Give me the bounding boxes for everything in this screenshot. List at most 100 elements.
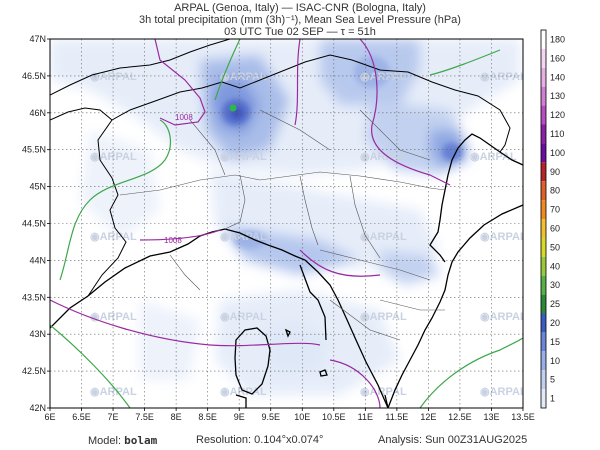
- watermark-text: ◉ARPAL: [480, 71, 527, 83]
- map-axes: 6E 6.5E 7E 7.5E 8E 8.5E 9E 9.5E 10E 10.5E 11E 11.5E…: [22, 34, 535, 422]
- isobar-label: 1008: [164, 236, 182, 245]
- watermark-text: ◉ARPAL: [220, 311, 267, 323]
- lat-tick-label: 45.5N: [22, 145, 46, 155]
- colorbar-label: 70: [550, 205, 560, 215]
- colorbar-swatch: [541, 219, 546, 238]
- header-line-3: 03 UTC Tue 02 SEP — τ = 51h: [224, 26, 376, 38]
- watermark-text: ◉ARPAL: [90, 311, 137, 323]
- lon-tick-label: 6E: [44, 412, 55, 422]
- colorbar-swatch: [541, 124, 546, 144]
- watermark-text: ◉ARPAL: [90, 151, 137, 163]
- lat-tick-label: 44N: [29, 255, 46, 265]
- model-value: bolam: [124, 434, 158, 447]
- lon-tick-label: 13E: [483, 412, 499, 422]
- watermark-text: ◉ARPAL: [220, 151, 267, 163]
- colorbar-label: 120: [550, 110, 565, 120]
- colorbar-swatch: [541, 30, 546, 49]
- colorbar-label: 90: [550, 167, 560, 177]
- lon-tick-label: 7E: [108, 412, 119, 422]
- lat-tick-label: 43.5N: [22, 292, 46, 302]
- watermark-text: ◉ARPAL: [90, 231, 137, 243]
- lat-tick-label: 42N: [29, 403, 46, 413]
- peak-marker: [229, 104, 237, 112]
- lon-tick-label: 12E: [420, 412, 436, 422]
- watermark-text: ◉ARPAL: [480, 386, 527, 398]
- colorbar-swatch: [541, 181, 546, 201]
- colorbar-label: 40: [550, 261, 560, 271]
- lon-tick-label: 9.5E: [261, 412, 280, 422]
- colorbar-label: 5: [550, 375, 555, 385]
- lat-tick-label: 43N: [29, 329, 46, 339]
- colorbar-swatch: [541, 105, 546, 125]
- colorbar-label: 180: [550, 34, 565, 44]
- colorbar-swatch: [541, 48, 546, 68]
- lat-tick-label: 46N: [29, 108, 46, 118]
- lon-tick-label: 10E: [294, 412, 310, 422]
- lon-tick-label: 8E: [171, 412, 182, 422]
- lon-tick-label: 12.5E: [448, 412, 472, 422]
- watermark-layer: ◉ARPAL ◉ARPAL ◉ARPAL ◉ARPAL ◉ARPAL ◉ARPAL ◉ARP…: [90, 71, 527, 398]
- watermark-text: ◉ARPAL: [360, 311, 407, 323]
- colorbar-label: 1: [550, 394, 555, 404]
- colorbar-label: 160: [550, 53, 565, 63]
- isobars: [50, 39, 523, 408]
- lon-tick-label: 8.5E: [198, 412, 217, 422]
- header-line-1: ARPAL (Genoa, Italy) — ISAC-CNR (Bologna…: [174, 2, 426, 14]
- isobar-label: 1008: [175, 113, 193, 122]
- colorbar-label: 50: [550, 242, 560, 252]
- analysis-info: Analysis: Sun 00Z31AUG2025: [378, 434, 528, 446]
- watermark-text: ◉ARPAL: [360, 151, 407, 163]
- colorbar: 1801601401301201101009080706050403025201…: [540, 29, 565, 409]
- region-borders: [119, 109, 446, 341]
- colorbar-swatch: [541, 67, 546, 87]
- colorbar-label: 25: [550, 299, 560, 309]
- colorbar-label: 60: [550, 223, 560, 233]
- watermark-text: ◉ARPAL: [360, 71, 407, 83]
- lon-tick-label: 7.5E: [135, 412, 154, 422]
- colorbar-label: 130: [550, 91, 565, 101]
- lon-tick-label: 11.5E: [385, 412, 408, 422]
- watermark-text: ◉ARPAL: [480, 311, 527, 323]
- colorbar-label: 140: [550, 72, 565, 82]
- colorbar-swatch: [541, 370, 546, 390]
- colorbar-label: 20: [550, 318, 560, 328]
- colorbar-swatch: [541, 86, 546, 106]
- colorbar-swatch: [541, 389, 546, 408]
- lat-lon-grid: [50, 39, 523, 408]
- colorbar-swatch: [541, 332, 546, 352]
- lat-tick-label: 42.5N: [22, 366, 46, 376]
- colorbar-swatch: [541, 237, 546, 257]
- coastline: [50, 133, 523, 408]
- header-line-2: 3h total precipitation (mm (3h)⁻¹), Mean…: [139, 14, 461, 26]
- colorbar-label: 110: [550, 129, 564, 139]
- lat-tick-label: 47N: [29, 34, 46, 44]
- colorbar-swatch: [541, 162, 546, 182]
- colorbar-swatch: [541, 256, 546, 276]
- colorbar-label: 30: [550, 280, 560, 290]
- lat-tick-label: 46.5N: [22, 71, 46, 81]
- model-info: Model: bolam: [88, 434, 157, 447]
- watermark-text: ◉ARPAL: [220, 386, 267, 398]
- lon-tick-label: 10.5E: [322, 412, 346, 422]
- colorbar-label: 10: [550, 356, 560, 366]
- lon-tick-label: 6.5E: [72, 412, 91, 422]
- lon-tick-label: 13.5E: [511, 412, 535, 422]
- watermark-text: ◉ARPAL: [360, 231, 407, 243]
- colorbar-label: 100: [550, 148, 565, 158]
- precipitation-peaks: [222, 56, 462, 249]
- lat-tick-label: 44.5N: [22, 219, 46, 229]
- colorbar-label: 80: [550, 186, 560, 196]
- watermark-text: ◉ARPAL: [90, 386, 137, 398]
- colorbar-swatch: [541, 313, 546, 333]
- model-label: Model:: [88, 435, 122, 447]
- colorbar-swatch: [541, 351, 546, 371]
- colorbar-label: 15: [550, 337, 560, 347]
- watermark-text: ◉ARPAL: [220, 71, 267, 83]
- lat-tick-label: 45N: [29, 182, 46, 192]
- lon-tick-label: 11E: [358, 412, 373, 422]
- watermark-text: ◉ARPAL: [480, 231, 527, 243]
- colorbar-swatch: [541, 200, 546, 219]
- watermark-text: ◉ARPAL: [470, 151, 517, 163]
- colorbar-swatch: [541, 143, 546, 163]
